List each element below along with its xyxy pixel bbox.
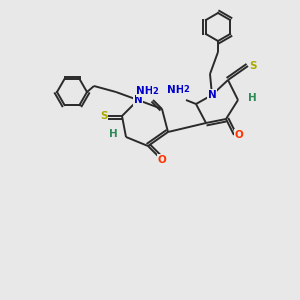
Text: N: N xyxy=(208,90,216,100)
Text: H: H xyxy=(248,93,256,103)
Text: NH: NH xyxy=(167,85,185,95)
Text: S: S xyxy=(100,111,108,121)
Text: S: S xyxy=(249,61,257,71)
Text: 2: 2 xyxy=(152,86,158,95)
Text: O: O xyxy=(235,130,243,140)
Text: 2: 2 xyxy=(183,85,189,94)
Text: O: O xyxy=(158,155,166,165)
Text: H: H xyxy=(109,129,117,139)
Text: NH: NH xyxy=(136,86,154,96)
Text: N: N xyxy=(134,95,142,105)
